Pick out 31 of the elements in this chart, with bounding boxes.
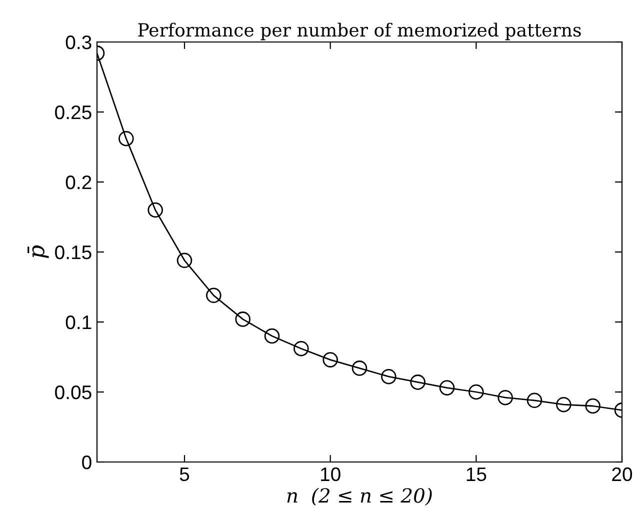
point [526,392,542,408]
point [585,398,600,414]
point [439,380,455,396]
point [322,352,338,368]
y-tick-label: 0 [82,455,92,470]
point [498,390,513,406]
x-tick-label: 5 [180,468,190,482]
x-axis-title: n (2 ≤ n ≤ 20) [287,488,432,506]
y-axis-title: p̄ [28,245,49,258]
y-tick-label: 0.05 [55,385,92,400]
point [118,130,134,146]
y-tick-label: 0.25 [55,105,92,120]
y-tick-label: 0.3 [66,35,92,50]
point [148,202,163,218]
x-tick-label: 15 [466,468,486,482]
y-tick-label: 0.2 [66,175,92,190]
chart-title: Performance per number of memorized patterns [138,22,581,40]
x-tick-label: 10 [321,467,340,482]
point [176,252,192,268]
point [352,360,368,376]
point [294,340,309,356]
point [206,288,222,304]
point [556,396,572,412]
x-tick-label: 20 [612,467,632,482]
point [264,328,280,344]
point [410,374,426,390]
y-tick-label: 0.1 [66,315,92,330]
point [468,384,484,400]
point [381,368,396,384]
point [235,312,250,327]
y-tick-label: 0.15 [55,245,92,260]
